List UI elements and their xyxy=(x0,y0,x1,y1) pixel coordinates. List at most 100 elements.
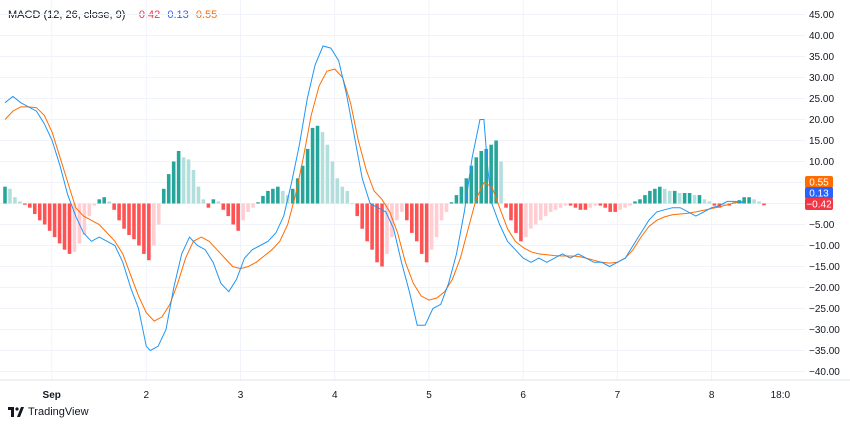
histogram-bar xyxy=(598,203,603,206)
last-value-label: 0.13 xyxy=(809,189,829,200)
histogram-bar xyxy=(677,193,682,204)
x-tick-label: 2 xyxy=(144,390,150,401)
histogram-bar xyxy=(692,195,697,204)
histogram-bar xyxy=(57,203,62,244)
histogram-bar xyxy=(211,199,216,204)
histogram-bar xyxy=(742,197,746,204)
histogram-bar xyxy=(553,203,558,210)
histogram-bar xyxy=(459,186,464,204)
histogram-bar xyxy=(672,190,677,204)
histogram-bar xyxy=(643,195,647,204)
histogram-bar xyxy=(494,140,498,204)
histogram-bar xyxy=(653,188,657,204)
histogram-bar xyxy=(484,148,488,204)
histogram-bar xyxy=(97,199,102,204)
histogram-bar xyxy=(107,201,111,204)
histogram-bar xyxy=(18,201,22,204)
x-axis[interactable]: Sep 2 3 4 5 6 7 8 18:0 xyxy=(43,390,791,401)
histogram-bar xyxy=(603,203,608,208)
histogram-bar xyxy=(375,203,379,263)
histogram-bar xyxy=(251,203,255,208)
histogram-bar xyxy=(385,203,389,254)
histogram-bar xyxy=(618,203,622,210)
histogram-bar xyxy=(196,186,201,204)
histogram-bar xyxy=(261,195,265,204)
x-tick-label: 5 xyxy=(426,390,432,401)
histogram-bar xyxy=(662,188,667,204)
histogram-bar xyxy=(414,203,419,242)
x-tick-label: 8 xyxy=(709,390,715,401)
histogram-bar xyxy=(633,201,637,204)
histogram-bar xyxy=(380,203,384,267)
y-tick-label: 45.00 xyxy=(809,10,834,21)
last-value-tag xyxy=(805,198,833,210)
histogram-bar xyxy=(152,203,156,246)
histogram-bar xyxy=(266,190,270,204)
histogram-bar xyxy=(350,203,355,205)
histogram-bar xyxy=(246,203,250,212)
signal-line xyxy=(4,68,744,322)
histogram-bar xyxy=(489,144,493,204)
histogram-bar xyxy=(588,203,593,208)
histogram-bar xyxy=(137,203,141,246)
histogram-bar xyxy=(534,203,538,225)
histogram-bar xyxy=(290,188,295,204)
histogram-bar xyxy=(444,203,449,212)
histogram-bar xyxy=(3,186,7,204)
histogram-bar xyxy=(747,197,751,204)
histogram-bar xyxy=(176,151,181,204)
histogram-bar xyxy=(147,203,151,261)
grid xyxy=(0,0,805,380)
histogram-bar xyxy=(132,203,136,240)
y-tick-label: 30.00 xyxy=(809,73,834,84)
histogram-bar xyxy=(558,203,563,208)
histogram-bar xyxy=(658,186,662,204)
histogram-bar xyxy=(568,203,573,206)
tradingview-logo-icon xyxy=(8,407,24,417)
y-tick-label: 20.00 xyxy=(809,115,834,126)
histogram-bar xyxy=(593,203,598,206)
histogram-bar xyxy=(499,161,503,204)
histogram-bar xyxy=(449,202,454,204)
histogram-bar xyxy=(112,203,116,210)
histogram-bar xyxy=(538,203,543,221)
histogram-bar xyxy=(320,132,325,204)
histogram-bar xyxy=(335,178,340,204)
histogram-bar xyxy=(370,203,374,250)
histogram-bar xyxy=(578,203,583,210)
y-tick-label: −10.00 xyxy=(809,241,840,252)
macd-line xyxy=(4,45,744,352)
histogram-bar xyxy=(236,203,240,231)
last-value-label: 0.55 xyxy=(809,178,829,189)
y-tick-label: −20.00 xyxy=(809,283,840,294)
histogram-bar xyxy=(32,203,37,214)
histogram-bar xyxy=(400,203,404,212)
y-tick-label: −40.00 xyxy=(809,367,840,378)
histogram-bar xyxy=(548,203,553,212)
histogram-bar xyxy=(28,203,32,208)
x-tick-label: 7 xyxy=(615,390,621,401)
y-tick-label: −15.00 xyxy=(809,262,840,273)
histogram-bar xyxy=(583,203,588,210)
histogram-bar xyxy=(310,127,315,204)
histogram-bar xyxy=(8,188,12,204)
histogram-bar xyxy=(439,203,444,221)
histogram-bar xyxy=(127,203,131,235)
histogram-bar xyxy=(697,195,702,204)
tradingview-brand[interactable]: TradingView xyxy=(8,406,89,418)
histogram-bar xyxy=(682,193,687,204)
histogram-bar xyxy=(276,186,280,204)
histogram-bar xyxy=(161,188,166,204)
histogram-bar xyxy=(429,203,434,250)
histogram-bar xyxy=(201,199,206,204)
histogram-bar xyxy=(390,203,394,238)
histogram-bar xyxy=(92,203,97,206)
x-tick-label: 6 xyxy=(520,390,526,401)
histogram-bar xyxy=(156,203,161,225)
histogram-bar xyxy=(241,203,245,221)
histogram-bar xyxy=(52,203,57,238)
histogram-bar xyxy=(72,203,77,252)
histogram-bar xyxy=(191,169,196,204)
histogram-bar xyxy=(638,199,642,204)
